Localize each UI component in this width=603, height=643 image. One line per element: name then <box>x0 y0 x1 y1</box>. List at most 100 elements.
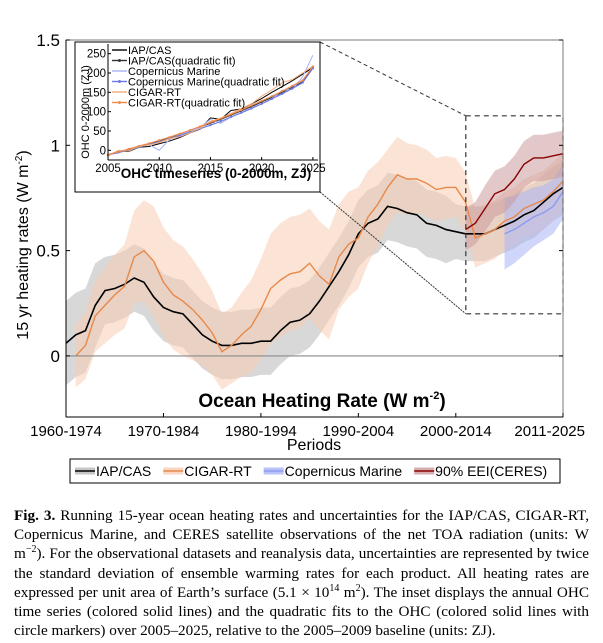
inset-legend-label: IAP/CAS(quadratic fit) <box>128 56 236 68</box>
inset-marker-cigar-rt-quadratic-fit <box>158 139 161 142</box>
caption-sup: 14 <box>329 582 340 594</box>
y-tick-label: 1 <box>51 136 60 155</box>
inset-y-tick-label: 200 <box>87 68 106 80</box>
inset-marker-copernicus-marine-quadratic-fit <box>240 111 243 114</box>
inset-y-ticks: 0 50 100 150 200 250 <box>87 49 111 157</box>
inset-y-tick-label: 150 <box>87 87 106 99</box>
inset-legend-label: CIGAR-RT(quadratic fit) <box>128 98 245 110</box>
inset-marker-cigar-rt-quadratic-fit <box>311 65 314 68</box>
inset-y-axis-label: OHC 0-2000m (ZJ) <box>80 65 92 159</box>
inset-marker-copernicus-marine-quadratic-fit <box>281 92 284 95</box>
inset-legend-marker <box>118 101 121 104</box>
inset-x-tick-label: 2005 <box>95 163 121 175</box>
inset-legend-label: Copernicus Marine(quadratic fit) <box>128 77 285 89</box>
figure-caption: Fig. 3. Running 15-year ocean heating ra… <box>14 506 589 640</box>
main-uncertainty-bands <box>66 130 564 390</box>
zoom-box <box>319 41 564 315</box>
inset-marker-cigar-rt-quadratic-fit <box>117 150 120 153</box>
inset-marker-cigar-rt-quadratic-fit <box>178 132 181 135</box>
y-ticks: 0 0.5 1 1.5 <box>36 31 563 366</box>
inset-legend-label: CIGAR-RT <box>128 87 181 99</box>
inset-marker-cigar-rt-quadratic-fit <box>301 79 304 82</box>
inset-x-tick-label: 2020 <box>249 163 275 175</box>
legend-label: Copernicus Marine <box>285 463 403 479</box>
inset-marker-cigar-rt-quadratic-fit <box>199 125 202 128</box>
legend-label: 90% EEI(CERES) <box>435 463 547 479</box>
legend: IAP/CAS CIGAR-RT Copernicus Marine 90% EEI(… <box>69 458 561 484</box>
line-90-eei-ceres <box>465 153 564 231</box>
inset-marker-cigar-rt-quadratic-fit <box>147 142 151 145</box>
inset-y-tick-label: 0 <box>100 145 106 157</box>
x-tick-label: 1970-1984 <box>128 423 200 440</box>
inset-marker-cigar-rt-quadratic-fit <box>281 90 284 93</box>
inset-marker-copernicus-marine-quadratic-fit <box>219 120 222 123</box>
y-tick-label: 0.5 <box>36 242 60 261</box>
inset-marker-copernicus-marine-quadratic-fit <box>301 81 304 84</box>
line-iap-cas <box>65 186 564 347</box>
inset-series-lines <box>106 54 314 157</box>
inset-marker-copernicus-marine-quadratic-fit <box>209 124 212 127</box>
inset-marker-cigar-rt-quadratic-fit <box>127 148 130 151</box>
caption-text: ). For the observational datasets and re… <box>14 545 589 601</box>
inset-x-tick-label: 2015 <box>198 163 224 175</box>
caption-sup: 2 <box>355 582 361 594</box>
inset-marker-cigar-rt-quadratic-fit <box>219 117 222 120</box>
inset-marker-cigar-rt-quadratic-fit <box>270 95 274 98</box>
inset-legend-label: Copernicus Marine <box>128 66 220 78</box>
inset-marker-cigar-rt-quadratic-fit <box>168 136 171 139</box>
inset-marker-copernicus-marine-quadratic-fit <box>291 87 294 90</box>
main-series-lines <box>65 153 564 357</box>
line-cigar-rt <box>75 173 564 357</box>
line-copernicus-marine <box>504 191 564 235</box>
zoom-region-box <box>465 115 564 315</box>
caption-text: Running 15-year ocean heating rates and … <box>14 507 589 563</box>
band-cigar-rt <box>75 136 564 390</box>
inset-marker-copernicus-marine-quadratic-fit <box>229 115 233 119</box>
x-tick-label: 1960-1974 <box>30 423 102 440</box>
zoom-connector-bottom <box>319 191 467 315</box>
chart-title: Ocean Heating Rate (W m-2) <box>198 390 445 412</box>
x-tick-label: 2000-2014 <box>420 423 492 440</box>
inset-x-tick-label: 2010 <box>146 163 172 175</box>
x-tick-label: 1990-2004 <box>322 423 394 440</box>
inset-legend-marker <box>118 59 121 62</box>
x-ticks: 1960-1974 1970-1984 1980-1994 1990-2004 2000… <box>30 413 585 440</box>
inset-marker-cigar-rt-quadratic-fit <box>229 113 233 116</box>
inset-marker-copernicus-marine-quadratic-fit <box>270 97 274 101</box>
caption-text: ). The inset displays the annual OHC tim… <box>14 583 589 640</box>
inset-marker-cigar-rt-quadratic-fit <box>240 109 243 112</box>
figure: 0 0.5 1 1.5 1960-1974 1970-1984 1980-1994 1990… <box>14 31 585 484</box>
band-90-eei-ceres <box>465 130 563 251</box>
caption-text: m <box>339 583 356 601</box>
inset-y-tick-label: 50 <box>93 126 106 138</box>
inset-marker-cigar-rt-quadratic-fit <box>291 84 294 87</box>
inset-marker-cigar-rt-quadratic-fit <box>188 129 192 132</box>
inset-chart: 0 50 100 150 200 250 2005 2010 2015 2020 2025 OHC… <box>74 41 326 193</box>
inset-x-tick-label: 2025 <box>300 163 326 175</box>
legend-label: CIGAR-RT <box>184 463 252 479</box>
inset-y-tick-label: 250 <box>87 49 106 61</box>
inset-legend-marker <box>118 80 121 83</box>
caption-label: Fig. 3. <box>14 507 56 524</box>
x-tick-label: 2011-2025 <box>514 423 585 440</box>
inset-y-tick-label: 100 <box>87 107 106 119</box>
y-tick-label: 1.5 <box>36 31 60 50</box>
inset-title: OHC timeseries (0-2000m, ZJ) <box>121 166 312 181</box>
y-axis-label: 15 yr heating rates (W m-2) <box>14 150 32 339</box>
zoom-connector-top <box>319 41 467 117</box>
inset-x-ticks: 2005 2010 2015 2020 2025 <box>95 157 326 175</box>
inset-line-iap-cas <box>107 67 314 156</box>
y-tick-label: 0 <box>51 347 60 366</box>
inset-background <box>74 41 321 193</box>
inset-line-cigar-rt <box>107 65 314 157</box>
legend-label: IAP/CAS <box>96 463 151 479</box>
x-tick-label: 1980-1994 <box>225 423 297 440</box>
inset-marker-cigar-rt-quadratic-fit <box>260 99 263 102</box>
inset-marker-cigar-rt-quadratic-fit <box>250 104 253 107</box>
inset-legend-label: IAP/CAS <box>128 45 171 57</box>
inset-marker-copernicus-marine-quadratic-fit <box>260 102 263 106</box>
caption-sup: −2 <box>25 544 37 556</box>
inset-marker-cigar-rt-quadratic-fit <box>137 144 140 148</box>
inset-marker-cigar-rt-quadratic-fit <box>209 121 212 124</box>
